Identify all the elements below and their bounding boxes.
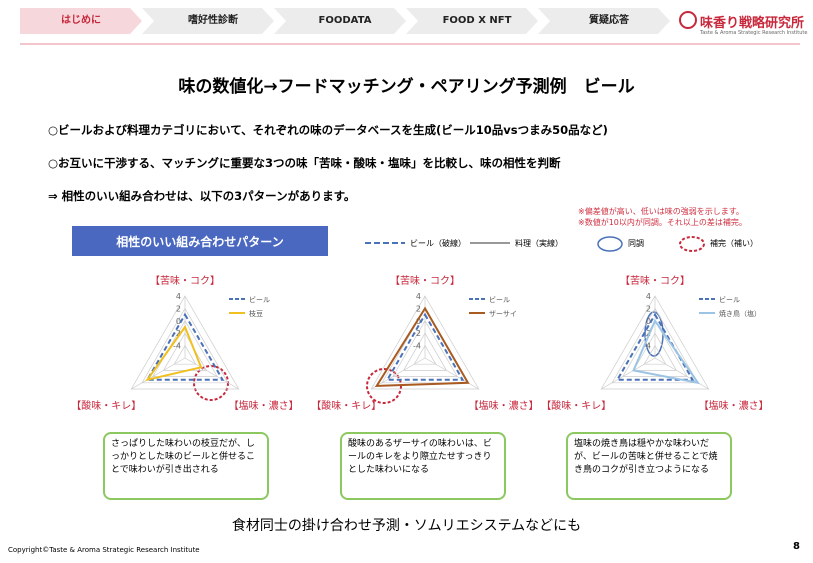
legend-label: 焼き鳥（塩）	[719, 309, 761, 318]
axis-spoke	[601, 357, 656, 390]
radar-series	[632, 318, 701, 385]
grid-ring	[402, 332, 448, 371]
logo-icon	[679, 11, 697, 29]
grid-ring	[392, 320, 458, 377]
axis-label: 【苦味・コク】	[390, 274, 460, 287]
r-tick-label: 4	[176, 292, 181, 301]
r-tick-label: 4	[416, 292, 421, 301]
copyright: Copyright©Taste & Aroma Strategic Resear…	[8, 546, 200, 554]
bullet: ○お互いに干渉する、マッチングに重要な3つの味「苦味・酸味・塩味」を比較し、味の…	[48, 156, 561, 170]
radar-series	[145, 324, 203, 382]
grid-ring	[622, 320, 688, 377]
r-tick-label: 2	[416, 304, 421, 313]
radar-series	[145, 312, 225, 381]
page-number: 8	[793, 541, 800, 552]
grid-ring	[370, 295, 480, 390]
r-tick-label: 4	[646, 292, 651, 301]
footer: 食材同士の掛け合わせ予測・ソムリエシステムなどにも	[231, 518, 582, 534]
r-tick-label: -2	[643, 329, 651, 338]
nav-tab[interactable]: はじめに	[61, 15, 101, 26]
legend-label: ビール	[719, 295, 740, 304]
grid-ring	[130, 295, 240, 390]
r-tick-label: 0	[416, 317, 421, 326]
grid-ring	[611, 307, 699, 384]
axis-spoke	[424, 357, 479, 390]
banner-bg	[72, 226, 328, 256]
axis-spoke	[131, 357, 186, 390]
r-tick-label: -2	[413, 329, 421, 338]
axis-spoke	[184, 357, 239, 390]
r-tick-label: -2	[173, 329, 181, 338]
nav-tab[interactable]: 嗜好性診断	[188, 15, 238, 26]
bullet: ⇒ 相性のいい組み合わせは、以下の3パターンがあります。	[48, 189, 356, 203]
note: ※数値が10以内が同調。それ以上の差は補完。	[578, 218, 747, 227]
axis-spoke	[371, 357, 426, 390]
axis-label: 【酸味・キレ】	[71, 399, 141, 412]
r-tick-label: 2	[176, 304, 181, 313]
grid-ring	[141, 307, 229, 384]
radar-series	[615, 312, 695, 381]
axis-spoke	[654, 357, 709, 390]
title: 味の数値化→フードマッチング・ペアリング予測例 ビール	[178, 77, 635, 97]
r-tick-label: 2	[646, 304, 651, 313]
r-tick-label: 0	[176, 317, 181, 326]
nav-shapes	[20, 8, 670, 34]
axis-label: 【苦味・コク】	[150, 274, 220, 287]
legend-label: ビール（破線）	[410, 239, 466, 248]
legend-label: 枝豆	[249, 309, 263, 318]
grid-ring	[173, 344, 197, 365]
legend-label: 補完（補い）	[710, 239, 758, 248]
note: ※偏差値が高い、低いは味の強弱を示します。	[578, 207, 744, 216]
caption: 酸味のあるザーサイの味わいは、ビールのキレをより際立たせすっきりとした味わいにな…	[340, 432, 506, 500]
grid-ring	[632, 332, 678, 371]
axis-label: 【塩味・濃さ】	[469, 399, 539, 412]
axis-label: 【酸味・キレ】	[311, 399, 381, 412]
r-tick-label: -4	[643, 342, 651, 351]
legend-label: ビール	[249, 295, 270, 304]
radar-series	[374, 306, 470, 387]
caption: 塩味の焼き鳥は穏やかな味わいだが、ビールの苦味と併せることで焼き鳥のコクが引き立…	[566, 432, 732, 500]
logo: 味香り戦略研究所	[700, 16, 805, 31]
r-tick-label: -4	[413, 342, 421, 351]
nav-tab[interactable]: 質疑応答	[589, 15, 629, 26]
axis-label: 【塩味・濃さ】	[229, 399, 299, 412]
r-tick-label: 0	[646, 317, 651, 326]
legend-label: ザーサイ	[489, 310, 517, 318]
legend-icons	[365, 236, 705, 252]
legend-label: ビール	[489, 295, 510, 304]
nav-tab[interactable]: FOODATA	[318, 15, 372, 26]
r-tick-label: -4	[173, 342, 181, 351]
logo-sub: Taste & Aroma Strategic Research Institu…	[700, 30, 808, 36]
grid-ring	[413, 344, 437, 365]
legend-label: 料理（実線）	[515, 239, 563, 248]
axis-label: 【苦味・コク】	[620, 274, 690, 287]
grid-ring	[600, 295, 710, 390]
grid-ring	[643, 344, 667, 365]
caption: さっぱりした味わいの枝豆だが、しっかりとした味のビールと併せることで味わいが引き…	[103, 432, 269, 500]
legend-label: 同調	[628, 239, 644, 248]
radar-series	[385, 312, 465, 381]
axis-label: 【酸味・キレ】	[541, 399, 611, 412]
banner: 相性のいい組み合わせパターン	[116, 235, 284, 249]
nav-tab[interactable]: FOOD X NFT	[442, 15, 512, 26]
axis-label: 【塩味・濃さ】	[699, 399, 769, 412]
bullet: ○ビールおよび料理カテゴリにおいて、それぞれの味のデータベースを生成(ビール10…	[48, 123, 608, 137]
